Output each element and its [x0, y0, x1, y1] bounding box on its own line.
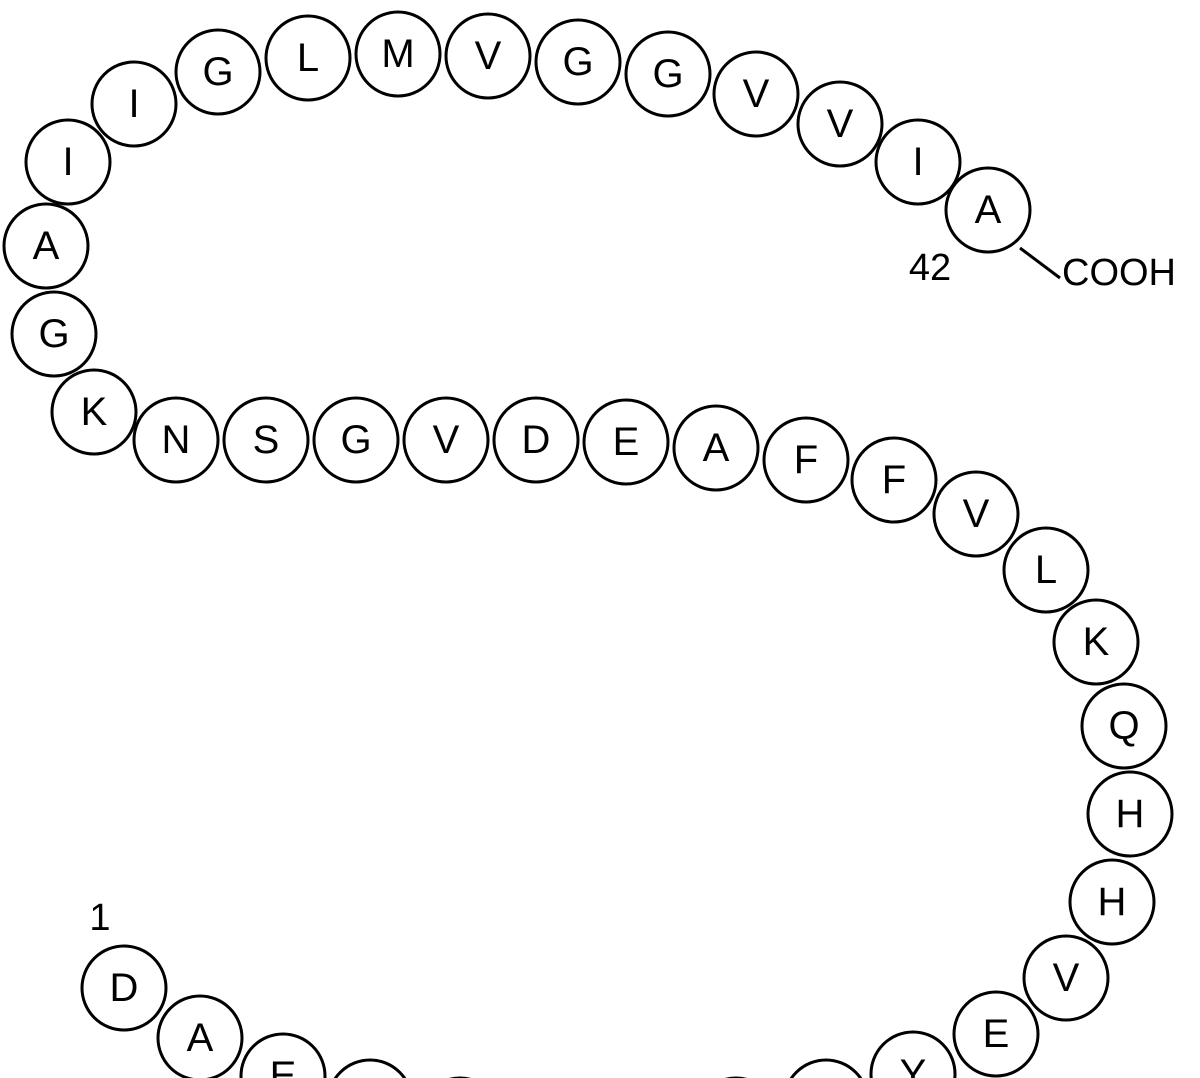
residue-37: G — [536, 20, 620, 104]
peptide-diagram: DAEFRHDSGYEVHHQKLVFFAEDVGSNKGAIIGLMVGGVV… — [0, 0, 1200, 1078]
residue-letter: D — [110, 966, 139, 1010]
residue-letter: V — [743, 72, 770, 116]
residue-41: I — [876, 120, 960, 204]
residue-18: V — [934, 472, 1018, 556]
residue-29: G — [12, 292, 96, 376]
residue-letter: V — [433, 418, 460, 462]
residue-letter: F — [794, 438, 818, 482]
residue-12: V — [1024, 936, 1108, 1020]
residue-letter: G — [562, 40, 593, 84]
residue-25: G — [314, 398, 398, 482]
residue-2: A — [158, 996, 242, 1078]
residue-39: V — [714, 52, 798, 136]
cooh-connector — [1020, 248, 1060, 278]
residue-letter: K — [1083, 620, 1110, 664]
residue-circle — [328, 1060, 412, 1078]
residue-27: N — [134, 398, 218, 482]
residue-38: G — [626, 32, 710, 116]
residue-letter: G — [202, 50, 233, 94]
residue-23: D — [494, 398, 578, 482]
residue-letter: V — [963, 492, 990, 536]
residue-letter: L — [1035, 548, 1057, 592]
residue-28: K — [52, 370, 136, 454]
residue-letter: G — [652, 52, 683, 96]
residue-10: Y — [871, 1032, 955, 1078]
residue-36: V — [446, 14, 530, 98]
residue-letter: K — [81, 390, 108, 434]
residue-letter: E — [613, 420, 640, 464]
n-terminus-label: 1 — [89, 897, 110, 939]
residue-16: K — [1054, 600, 1138, 684]
residue-letter: D — [522, 418, 551, 462]
residue-circle — [784, 1060, 868, 1078]
c-terminus-number: 42 — [909, 247, 951, 289]
residue-letter: A — [187, 1016, 214, 1060]
residue-letter: H — [1116, 792, 1145, 836]
residue-letter: Q — [1108, 704, 1139, 748]
residue-letter: E — [983, 1012, 1010, 1056]
residue-letter: A — [703, 426, 730, 470]
residue-letter: N — [162, 418, 191, 462]
residue-40: V — [798, 82, 882, 166]
residue-letter: I — [912, 140, 923, 184]
residue-14: H — [1088, 772, 1172, 856]
residue-34: L — [266, 16, 350, 100]
c-terminus-label: COOH — [1062, 252, 1176, 294]
residue-letter: G — [38, 312, 69, 356]
residue-24: V — [404, 398, 488, 482]
residue-letter: V — [1053, 956, 1080, 1000]
residue-33: G — [176, 30, 260, 114]
residue-letter: I — [62, 140, 73, 184]
residue-letter: E — [270, 1054, 297, 1078]
residue-20: F — [764, 418, 848, 502]
residue-letter: V — [475, 34, 502, 78]
residue-30: A — [4, 204, 88, 288]
residue-9: G — [784, 1060, 868, 1078]
residue-letter: G — [340, 418, 371, 462]
residue-4: F — [328, 1060, 412, 1078]
residue-letter: L — [297, 36, 319, 80]
residue-13: H — [1070, 860, 1154, 944]
residue-letter: M — [381, 32, 414, 76]
residue-letter: V — [827, 102, 854, 146]
residue-21: A — [674, 406, 758, 490]
residue-letter: I — [128, 82, 139, 126]
residue-26: S — [224, 398, 308, 482]
residue-letter: Y — [900, 1052, 927, 1078]
residue-letter: A — [975, 188, 1002, 232]
residue-letter: H — [1098, 880, 1127, 924]
residue-32: I — [92, 62, 176, 146]
residue-3: E — [241, 1034, 325, 1078]
residue-1: D — [82, 946, 166, 1030]
residue-35: M — [356, 12, 440, 96]
residue-19: F — [852, 438, 936, 522]
residue-15: Q — [1082, 684, 1166, 768]
residue-letter: F — [882, 458, 906, 502]
residue-letter: A — [33, 224, 60, 268]
residue-11: E — [954, 992, 1038, 1076]
residue-31: I — [26, 120, 110, 204]
residue-17: L — [1004, 528, 1088, 612]
residue-letter: S — [253, 418, 280, 462]
residue-42: A — [946, 168, 1030, 252]
residue-22: E — [584, 400, 668, 484]
